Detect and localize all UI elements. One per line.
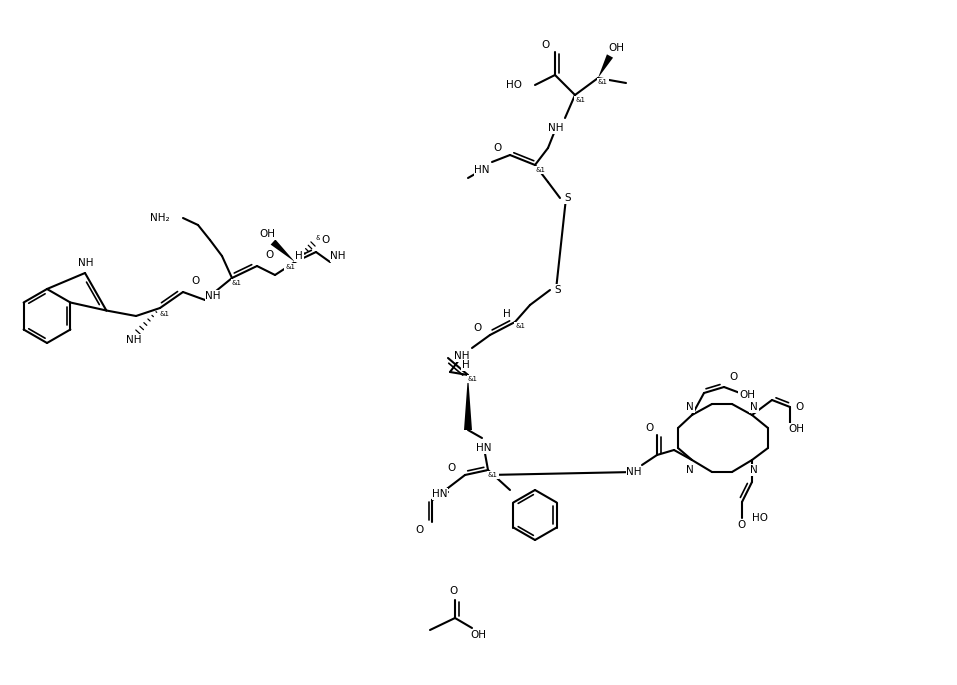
Text: HO: HO	[752, 513, 768, 523]
Text: O: O	[738, 520, 746, 530]
Polygon shape	[598, 54, 613, 78]
Text: &1: &1	[232, 280, 242, 286]
Text: O: O	[646, 423, 655, 433]
Text: O: O	[730, 372, 738, 382]
Text: OH: OH	[788, 424, 804, 434]
Text: H: H	[462, 360, 470, 370]
Text: O: O	[541, 40, 549, 50]
Text: &1: &1	[575, 97, 585, 103]
Text: &1: &1	[535, 167, 545, 173]
Text: NH: NH	[205, 291, 221, 301]
Text: O: O	[474, 323, 482, 333]
Text: H: H	[503, 309, 511, 319]
Text: &1: &1	[488, 472, 498, 478]
Text: NH₂: NH₂	[150, 213, 170, 223]
Text: O: O	[448, 463, 456, 473]
Polygon shape	[271, 240, 295, 262]
Text: HN: HN	[475, 165, 490, 175]
Text: S: S	[555, 285, 562, 295]
Text: O: O	[494, 143, 502, 153]
Text: S: S	[565, 193, 571, 203]
Text: &1: &1	[285, 264, 295, 270]
Polygon shape	[464, 375, 472, 430]
Text: OH: OH	[470, 630, 486, 640]
Text: N: N	[686, 465, 694, 475]
Text: NH: NH	[626, 467, 642, 477]
Text: N: N	[750, 465, 758, 475]
Text: NH: NH	[455, 351, 470, 361]
Text: OH: OH	[259, 229, 275, 239]
Text: HN: HN	[433, 489, 448, 499]
Text: O: O	[191, 276, 200, 286]
Text: N: N	[686, 402, 694, 412]
Text: O: O	[796, 402, 804, 412]
Text: &1: &1	[315, 235, 325, 241]
Text: O: O	[416, 525, 424, 535]
Text: O: O	[266, 250, 274, 260]
Text: NH: NH	[78, 258, 94, 268]
Text: OH: OH	[739, 390, 755, 400]
Text: NH: NH	[548, 123, 564, 133]
Text: NH: NH	[330, 251, 345, 261]
Text: HN: HN	[477, 443, 492, 453]
Text: &1: &1	[160, 311, 170, 317]
Text: N: N	[750, 402, 758, 412]
Text: HO: HO	[506, 80, 522, 90]
Text: OH: OH	[608, 43, 624, 53]
Text: &1: &1	[468, 376, 478, 382]
Text: O: O	[449, 586, 457, 596]
Text: &1: &1	[598, 79, 608, 85]
Text: H: H	[295, 251, 302, 261]
Text: NH: NH	[126, 335, 142, 345]
Text: O: O	[321, 235, 329, 245]
Text: &1: &1	[515, 323, 525, 329]
